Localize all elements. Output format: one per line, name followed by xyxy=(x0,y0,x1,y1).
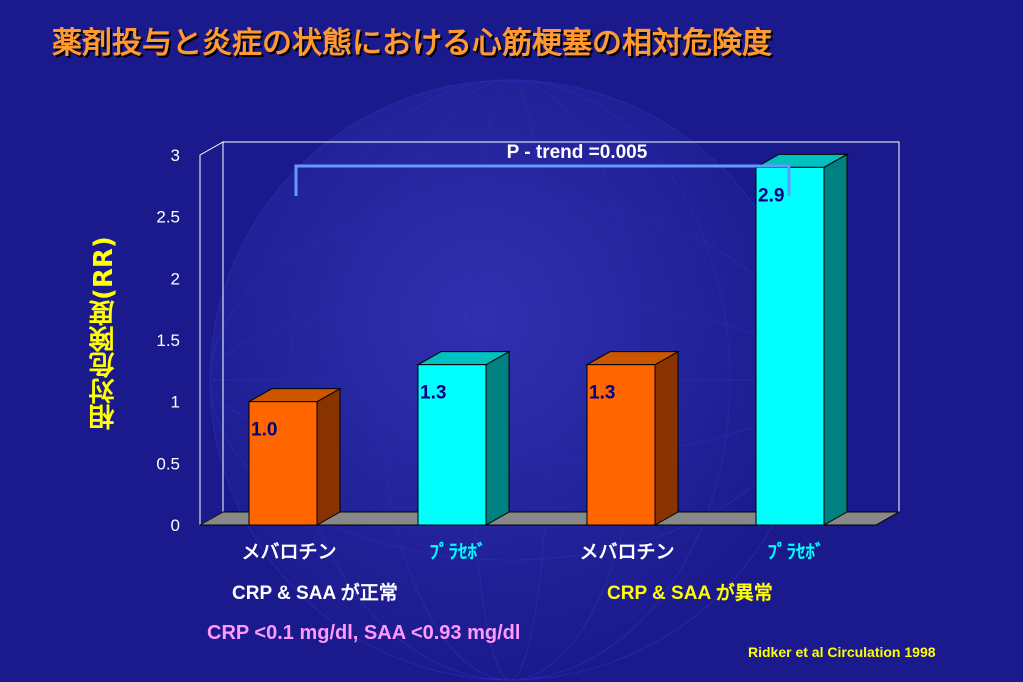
data-label: 1.0 xyxy=(251,420,277,441)
page-title: 薬剤投与と炎症の状態における心筋梗塞の相対危険度 xyxy=(52,26,772,61)
trend-bracket xyxy=(294,164,791,196)
y-tick-label: 0.5 xyxy=(156,454,180,473)
group-label-normal: CRP & SAA が正常 xyxy=(232,583,398,604)
bar-side xyxy=(654,350,679,526)
y-tick-label: 2 xyxy=(171,269,180,288)
source-citation: Ridker et al Circulation 1998 xyxy=(748,644,936,660)
chart-left-wall xyxy=(199,141,224,526)
y-tick-label: 0 xyxy=(171,516,180,535)
bar xyxy=(417,364,487,526)
bar-side xyxy=(485,350,510,526)
y-tick-label: 3 xyxy=(171,146,180,165)
category-label: ﾌﾟﾗｾﾎﾞ xyxy=(767,540,824,563)
data-label: 1.3 xyxy=(589,383,615,404)
y-tick-label: 1.5 xyxy=(156,331,180,350)
y-tick-label: 1 xyxy=(171,393,180,412)
bar xyxy=(248,401,318,526)
trend-label: P - trend =0.005 xyxy=(507,142,648,163)
group-label-abnormal: CRP & SAA が異常 xyxy=(607,583,773,604)
bar xyxy=(755,166,825,526)
condition-note: CRP <0.1 mg/dl, SAA <0.93 mg/dl xyxy=(207,622,521,644)
category-label: メバロチン xyxy=(579,541,674,563)
category-label: メバロチン xyxy=(241,541,336,563)
category-label: ﾌﾟﾗｾﾎﾞ xyxy=(429,540,486,563)
bar-side xyxy=(316,387,341,526)
data-label: 2.9 xyxy=(758,185,784,206)
bar xyxy=(586,364,656,526)
y-tick-label: 2.5 xyxy=(156,208,180,227)
data-label: 1.3 xyxy=(420,383,446,404)
bar-side xyxy=(823,153,848,526)
